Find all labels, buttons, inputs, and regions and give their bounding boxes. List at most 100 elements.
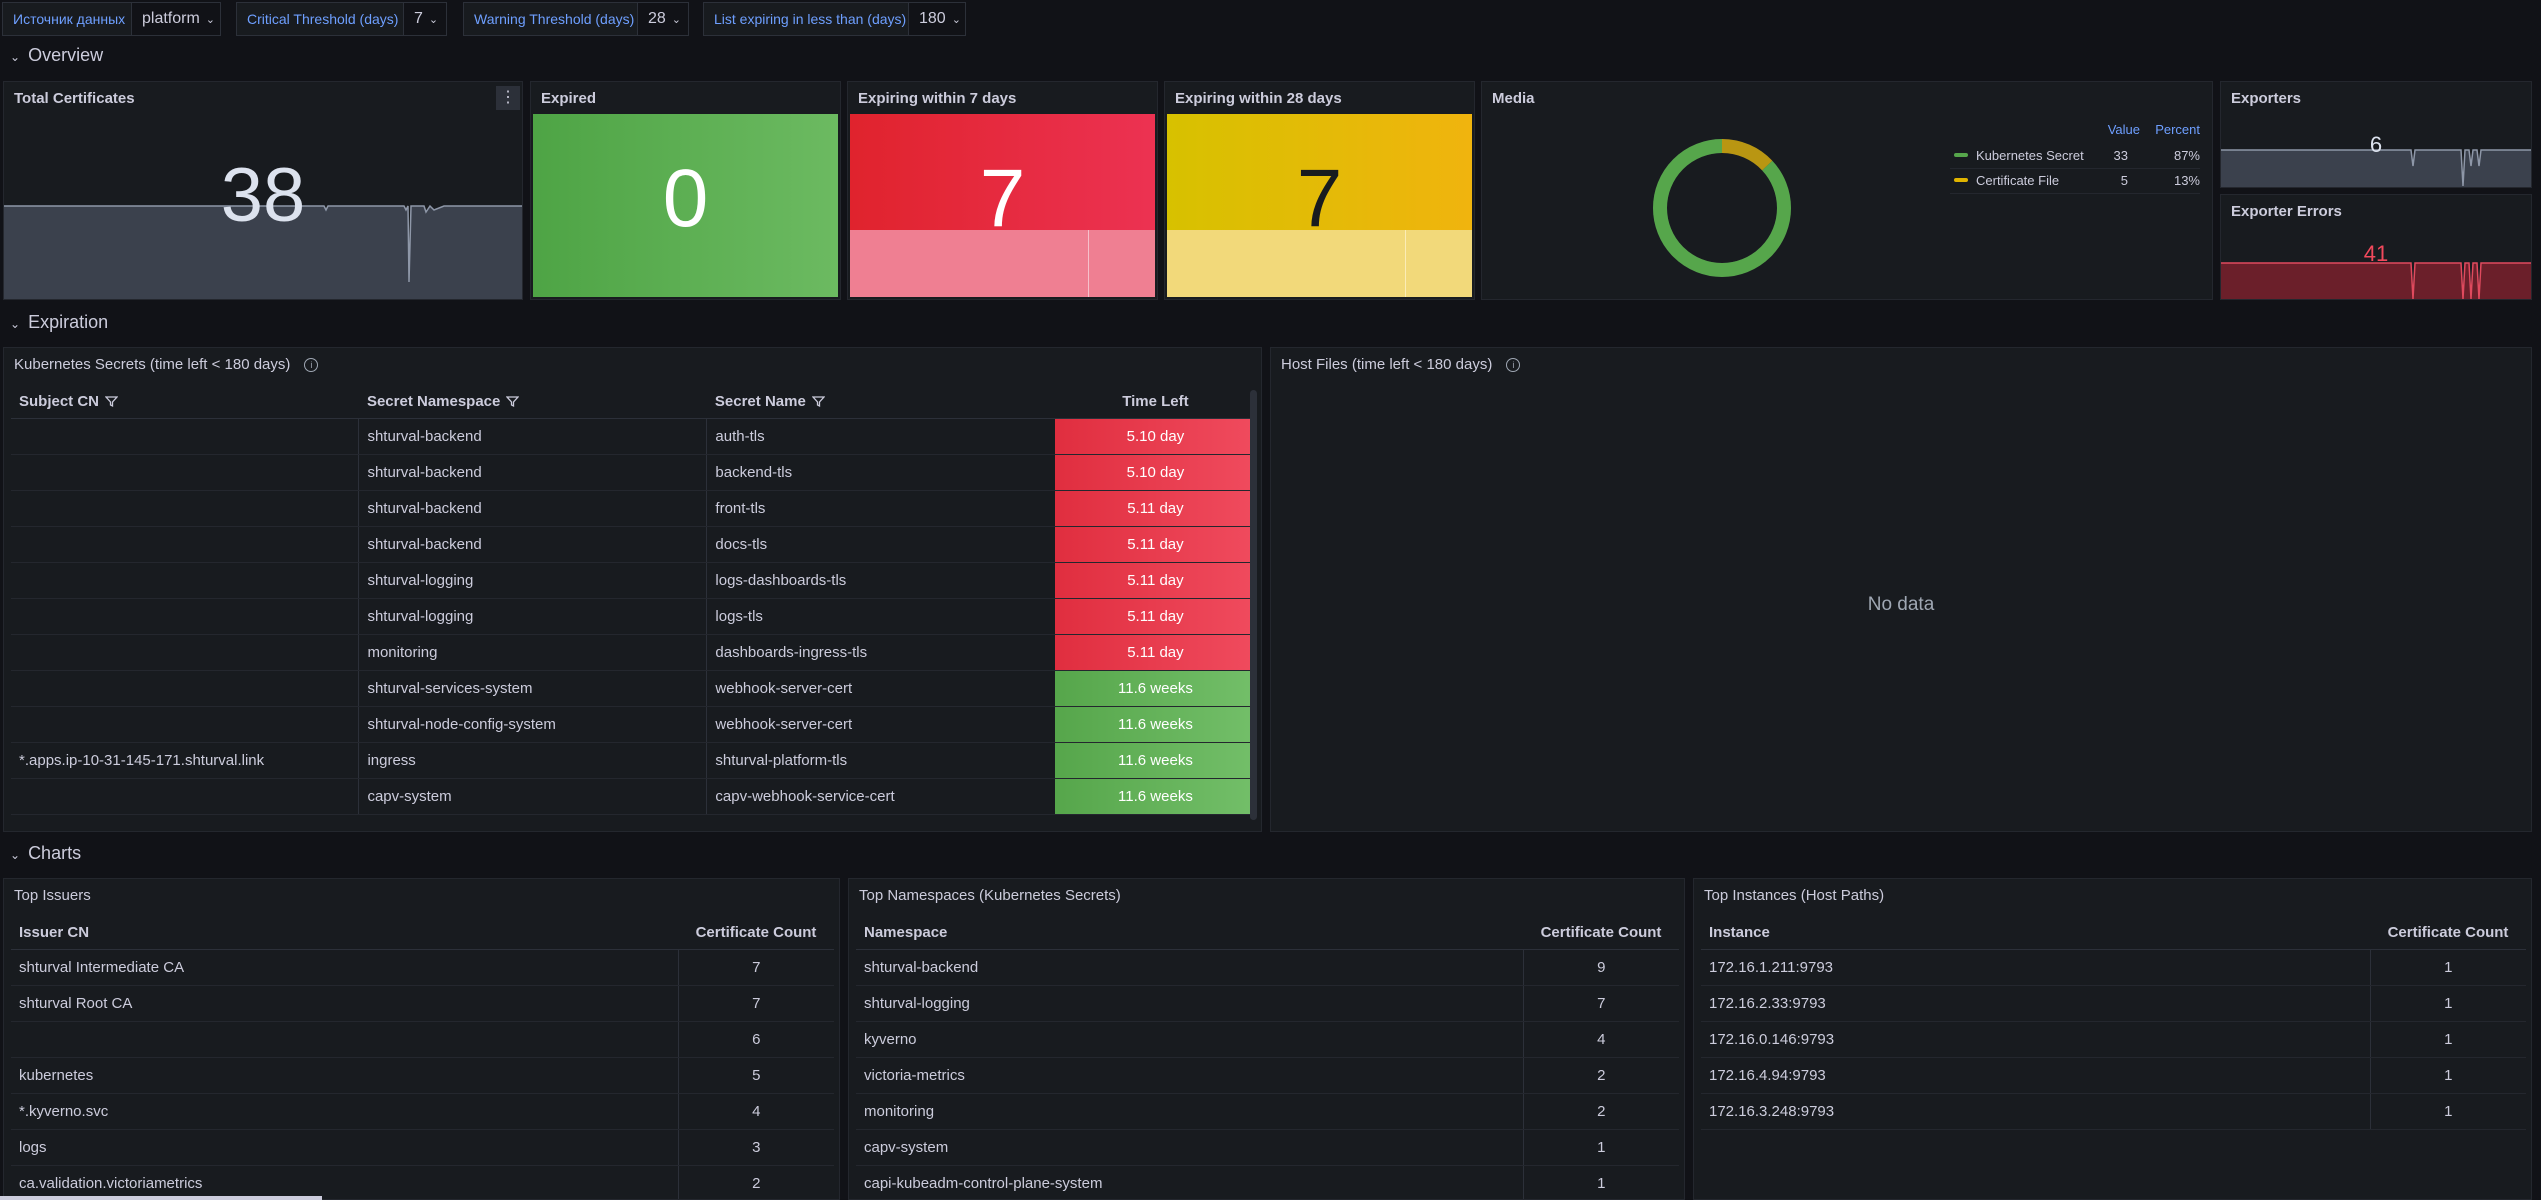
time-left-cell: 11.6 weeks — [1054, 670, 1256, 707]
time-left-cell: 5.11 day — [1054, 634, 1256, 671]
table-cell: shturval-node-config-system — [358, 706, 707, 743]
table-row[interactable]: kyverno 4 — [856, 1021, 1679, 1058]
panel-expiring-7[interactable]: Expiring within 7 days 7 — [847, 81, 1158, 300]
horizontal-scrollbar[interactable] — [0, 1196, 322, 1200]
legend-header-percent[interactable]: Percent — [2155, 122, 2200, 137]
table-row[interactable]: 172.16.3.248:9793 1 — [1701, 1093, 2526, 1130]
table-cell: webhook-server-cert — [706, 670, 1055, 707]
filter-icon[interactable] — [506, 395, 520, 408]
table-cell: 172.16.1.211:9793 — [1701, 949, 2370, 986]
panel-title: Total Certificates — [14, 90, 135, 107]
panel-menu-icon[interactable]: ⋮ — [496, 86, 520, 110]
datasource-select[interactable]: platform ⌄ — [131, 2, 221, 36]
list-days-select[interactable]: 180 ⌄ — [908, 2, 966, 36]
time-left-cell: 11.6 weeks — [1054, 706, 1256, 743]
donut-slice-certificate-file — [1653, 139, 1791, 277]
table-row[interactable]: 6 — [11, 1021, 834, 1058]
table-row[interactable]: victoria-metrics 2 — [856, 1057, 1679, 1094]
column-header-subject-cn[interactable]: Subject CN — [11, 384, 359, 419]
table-row[interactable]: 172.16.2.33:9793 1 — [1701, 985, 2526, 1022]
header-label: Secret Name — [714, 392, 806, 410]
table-row[interactable]: 172.16.1.211:9793 1 — [1701, 949, 2526, 986]
table-row[interactable]: 172.16.4.94:9793 1 — [1701, 1057, 2526, 1094]
table-row[interactable]: *.apps.ip-10-31-145-171.shturval.link ing… — [11, 742, 1256, 779]
table-row[interactable]: shturval-backend docs-tls 5.11 day — [11, 526, 1256, 563]
table-row[interactable]: shturval-backend auth-tls 5.10 day — [11, 418, 1256, 455]
table-row[interactable]: shturval-logging logs-tls 5.11 day — [11, 598, 1256, 635]
column-header-instance[interactable]: Instance — [1701, 915, 2370, 950]
table-row[interactable]: shturval-backend front-tls 5.11 day — [11, 490, 1256, 527]
k8s-table-wrapper: Subject CN Secret Namespace Secret Name … — [11, 384, 1256, 815]
column-header-certificate-count[interactable]: Certificate Count — [678, 915, 834, 950]
table-cell: monitoring — [358, 634, 707, 671]
table-cell: 2 — [1522, 1057, 1679, 1094]
panel-top-instances[interactable]: Top Instances (Host Paths) Instance Cert… — [1693, 878, 2532, 1200]
row-charts-label: Charts — [28, 843, 82, 863]
table-cell: 4 — [1522, 1021, 1679, 1058]
info-icon[interactable]: i — [1506, 358, 1521, 373]
panel-expiring-28[interactable]: Expiring within 28 days 7 — [1164, 81, 1475, 300]
table-row[interactable]: *.kyverno.svc 4 — [11, 1093, 834, 1130]
panel-total-certificates[interactable]: Total Certificates ⋮ 38 — [3, 81, 523, 300]
panel-top-namespaces[interactable]: Top Namespaces (Kubernetes Secrets) Name… — [848, 878, 1685, 1200]
column-header-time-left[interactable]: Time Left — [1054, 384, 1256, 419]
table-row[interactable]: shturval-logging 7 — [856, 985, 1679, 1022]
table-row[interactable]: shturval Intermediate CA 7 — [11, 949, 834, 986]
column-header-namespace[interactable]: Namespace — [856, 915, 1523, 950]
table-row[interactable]: shturval-node-config-system webhook-serve… — [11, 706, 1256, 743]
row-expiration[interactable]: ⌄ Expiration — [10, 312, 108, 333]
panel-host-files[interactable]: Host Files (time left < 180 days) i No da… — [1270, 347, 2532, 832]
chevron-down-icon: ⌄ — [10, 50, 21, 64]
table-row[interactable]: logs 3 — [11, 1129, 834, 1166]
panel-exporters[interactable]: Exporters 6 — [2220, 81, 2532, 188]
panel-top-issuers[interactable]: Top Issuers Issuer CN Certificate Count … — [3, 878, 840, 1200]
table-row[interactable]: shturval-backend backend-tls 5.10 day — [11, 454, 1256, 491]
legend-item-kubernetes-secret[interactable]: Kubernetes Secret 33 87% — [1950, 144, 2200, 169]
table-cell: shturval-backend — [358, 418, 707, 455]
table-row[interactable]: shturval Root CA 7 — [11, 985, 834, 1022]
legend-header-value[interactable]: Value — [2107, 122, 2140, 137]
table-row[interactable]: shturval-logging logs-dashboards-tls 5.11 … — [11, 562, 1256, 599]
column-header-certificate-count[interactable]: Certificate Count — [2370, 915, 2526, 950]
panel-title: Expiring within 28 days — [1175, 90, 1342, 107]
row-overview[interactable]: ⌄ Overview — [10, 45, 103, 66]
expiring-7-sparkline — [850, 230, 1155, 297]
table-scrollbar[interactable] — [1250, 390, 1257, 820]
table-cell: 7 — [677, 949, 834, 986]
table-row[interactable]: capv-system capv-webhook-service-cert 11.6… — [11, 778, 1256, 815]
warning-threshold-select[interactable]: 28 ⌄ — [637, 2, 689, 36]
instances-table-wrapper: Instance Certificate Count 172.16.1.211:… — [1701, 915, 2526, 1130]
panel-kubernetes-secrets[interactable]: Kubernetes Secrets (time left < 180 days… — [3, 347, 1262, 832]
time-left-cell: 11.6 weeks — [1054, 778, 1256, 815]
column-header-issuer-cn[interactable]: Issuer CN — [11, 915, 678, 950]
panel-media[interactable]: Media Value Percent Kubernetes Secret 33… — [1481, 81, 2213, 300]
legend-color-swatch — [1954, 178, 1968, 182]
table-row[interactable]: capv-system 1 — [856, 1129, 1679, 1166]
table-row[interactable]: kubernetes 5 — [11, 1057, 834, 1094]
table-cell: shturval-logging — [358, 598, 707, 635]
table-row[interactable]: monitoring dashboards-ingress-tls 5.11 day — [11, 634, 1256, 671]
sparkline-spike — [1405, 230, 1406, 297]
filter-icon[interactable] — [811, 395, 825, 408]
row-charts[interactable]: ⌄ Charts — [10, 843, 81, 864]
table-cell: 1 — [2369, 949, 2526, 986]
table-row[interactable]: 172.16.0.146:9793 1 — [1701, 1021, 2526, 1058]
table-cell: capv-webhook-service-cert — [706, 778, 1055, 815]
panel-exporter-errors[interactable]: Exporter Errors 41 — [2220, 194, 2532, 300]
list-days-value: 180 — [919, 10, 946, 27]
variable-label-list: List expiring in less than (days) — [703, 2, 918, 36]
table-row[interactable]: shturval-services-system webhook-server-c… — [11, 670, 1256, 707]
table-row[interactable]: shturval-backend 9 — [856, 949, 1679, 986]
info-icon[interactable]: i — [304, 358, 319, 373]
panel-expired[interactable]: Expired 0 — [530, 81, 841, 300]
column-header-certificate-count[interactable]: Certificate Count — [1523, 915, 1679, 950]
filter-icon[interactable] — [105, 395, 119, 408]
critical-threshold-select[interactable]: 7 ⌄ — [403, 2, 447, 36]
chevron-down-icon: ⌄ — [10, 848, 21, 862]
table-row[interactable]: ca.validation.victoriametrics 2 — [11, 1165, 834, 1199]
table-row[interactable]: monitoring 2 — [856, 1093, 1679, 1130]
table-row[interactable]: capi-kubeadm-control-plane-system 1 — [856, 1165, 1679, 1199]
legend-item-certificate-file[interactable]: Certificate File 5 13% — [1950, 169, 2200, 194]
column-header-secret-namespace[interactable]: Secret Namespace — [358, 384, 707, 419]
column-header-secret-name[interactable]: Secret Name — [706, 384, 1055, 419]
